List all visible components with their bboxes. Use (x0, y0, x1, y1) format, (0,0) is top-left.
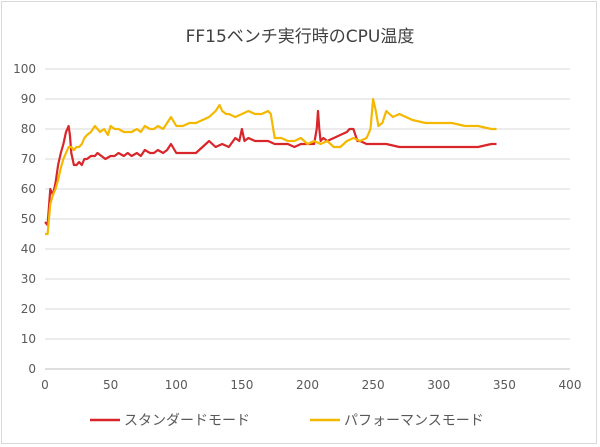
x-tick-label: 50 (103, 378, 118, 392)
x-tick-label: 100 (165, 378, 188, 392)
x-tick-label: 200 (296, 378, 319, 392)
x-tick-label: 350 (493, 378, 516, 392)
x-tick-label: 300 (427, 378, 450, 392)
y-tick-label: 0 (28, 362, 36, 376)
x-tick-label: 250 (362, 378, 385, 392)
y-tick-label: 80 (21, 122, 36, 136)
y-tick-label: 40 (21, 242, 36, 256)
chart-title: FF15ベンチ実行時のCPU温度 (186, 27, 415, 47)
y-tick-label: 60 (21, 182, 36, 196)
series-line-2 (45, 97, 497, 236)
y-tick-label: 50 (21, 212, 36, 226)
y-tick-label: 30 (21, 272, 36, 286)
y-tick-label: 20 (21, 302, 36, 316)
legend-label-1: スタンダードモード (124, 413, 250, 429)
x-tick-label: 0 (41, 378, 49, 392)
x-tick-label: 400 (559, 378, 582, 392)
legend-label-2: パフォーマンスモード (344, 413, 484, 429)
series-line-1 (44, 109, 497, 227)
y-tick-label: 10 (21, 332, 36, 346)
x-tick-label: 150 (230, 378, 253, 392)
y-tick-label: 90 (21, 92, 36, 106)
y-tick-label: 70 (21, 152, 36, 166)
y-tick-label: 100 (13, 62, 36, 76)
